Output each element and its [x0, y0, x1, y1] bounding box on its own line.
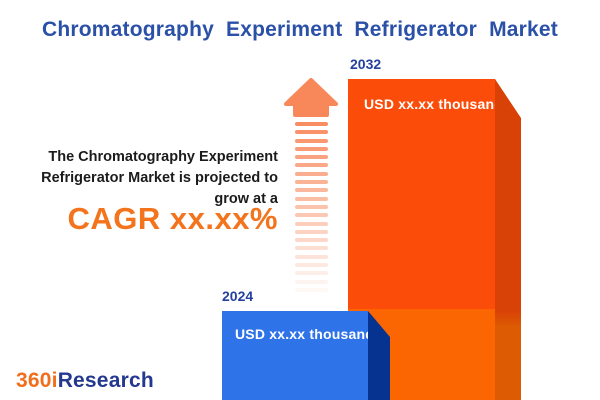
arrow-stripe	[295, 271, 328, 276]
arrow-stripe	[295, 229, 328, 234]
bar-2032-year-label: 2032	[350, 56, 382, 72]
growth-arrow-stripes	[295, 122, 328, 296]
bar-2024: USD xx.xx thousand	[222, 311, 374, 400]
arrow-stripe	[295, 196, 328, 201]
projection-text: The Chromatography Experiment Refrigerat…	[41, 147, 278, 210]
logo-suffix: Research	[57, 369, 154, 392]
cagr-value: CAGR xx.xx%	[67, 201, 278, 236]
360iresearch-logo: 360iResearch	[16, 369, 154, 393]
arrow-stripe	[295, 246, 328, 251]
arrow-stripe	[295, 254, 328, 259]
arrow-stripe	[295, 146, 328, 151]
bar-2032-value-label: USD xx.xx thousand	[364, 96, 503, 112]
arrow-stripe	[295, 279, 328, 284]
bar-2024-value-label: USD xx.xx thousand	[235, 326, 374, 342]
arrow-stripe	[295, 213, 328, 218]
projection-line-1: The Chromatography Experiment	[48, 149, 278, 165]
arrow-stripe	[295, 155, 328, 160]
arrow-stripe	[295, 287, 328, 292]
arrow-stripe	[295, 221, 328, 226]
arrow-stripe	[295, 238, 328, 243]
arrow-stripe	[295, 188, 328, 193]
bar-2024-3d-side	[368, 311, 390, 400]
bar-2024-year-label: 2024	[222, 288, 254, 304]
growth-arrow-icon	[284, 78, 338, 119]
arrow-stripe	[295, 122, 328, 126]
arrow-stripe	[295, 204, 328, 209]
logo-prefix: 360i	[16, 369, 58, 392]
arrow-stripe	[295, 180, 328, 185]
arrow-stripe	[295, 163, 328, 168]
bar-2032-3d-side	[495, 79, 521, 400]
growth-arrow-head-svg	[284, 78, 338, 117]
arrow-stripe	[295, 138, 328, 143]
arrow-stripe	[295, 263, 328, 268]
page-title: Chromatography Experiment Refrigerator M…	[42, 18, 558, 41]
arrow-stripe	[295, 171, 328, 176]
projection-line-3: grow at a	[214, 191, 278, 207]
arrow-stripe	[295, 130, 328, 135]
projection-line-2: Refrigerator Market is projected to	[41, 170, 278, 186]
